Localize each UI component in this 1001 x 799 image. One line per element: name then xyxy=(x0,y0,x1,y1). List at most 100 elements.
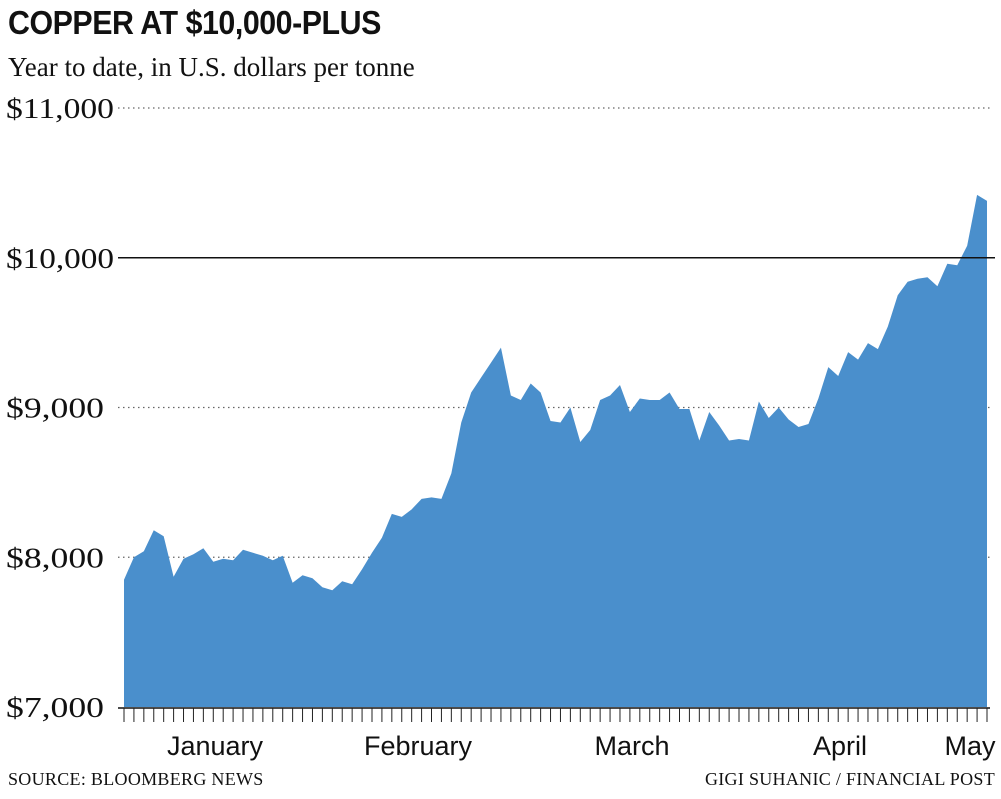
data-point xyxy=(361,568,363,570)
data-point xyxy=(609,394,611,396)
data-point xyxy=(252,552,254,554)
data-point xyxy=(698,439,700,441)
data-point xyxy=(460,421,462,423)
data-point xyxy=(777,406,779,408)
data-point xyxy=(758,400,760,402)
data-point xyxy=(222,558,224,560)
data-point xyxy=(133,556,135,558)
data-point xyxy=(123,579,125,581)
data-point xyxy=(718,424,720,426)
data-point xyxy=(530,382,532,384)
data-point xyxy=(847,351,849,353)
data-point xyxy=(807,423,809,425)
data-point xyxy=(946,263,948,265)
x-tick-label: May xyxy=(944,731,996,761)
data-point xyxy=(817,397,819,399)
data-point xyxy=(599,399,601,401)
data-point xyxy=(569,406,571,408)
data-point xyxy=(153,529,155,531)
data-point xyxy=(490,361,492,363)
data-point xyxy=(291,582,293,584)
data-point xyxy=(797,426,799,428)
data-point xyxy=(510,394,512,396)
data-point xyxy=(480,376,482,378)
data-point xyxy=(877,348,879,350)
data-point xyxy=(768,417,770,419)
data-point xyxy=(212,561,214,563)
data-point xyxy=(242,549,244,551)
data-point xyxy=(976,194,978,196)
data-point xyxy=(688,408,690,410)
data-point xyxy=(371,552,373,554)
data-point xyxy=(857,358,859,360)
data-point xyxy=(579,441,581,443)
data-point xyxy=(321,586,323,588)
data-point xyxy=(837,375,839,377)
data-point xyxy=(668,391,670,393)
chart-subtitle: Year to date, in U.S. dollars per tonne xyxy=(8,52,415,82)
data-point xyxy=(391,513,393,515)
data-point xyxy=(658,399,660,401)
data-point xyxy=(966,245,968,247)
data-point xyxy=(331,589,333,591)
data-point xyxy=(787,418,789,420)
data-point xyxy=(827,366,829,368)
data-point xyxy=(549,420,551,422)
data-point xyxy=(956,264,958,266)
data-point xyxy=(639,397,641,399)
data-point xyxy=(559,421,561,423)
data-point xyxy=(381,537,383,539)
data-point xyxy=(232,559,234,561)
data-point xyxy=(440,498,442,500)
data-point xyxy=(887,325,889,327)
data-point xyxy=(182,558,184,560)
x-tick-label: January xyxy=(167,731,264,761)
data-point xyxy=(430,496,432,498)
data-point xyxy=(162,535,164,537)
x-tick-label: March xyxy=(594,731,669,761)
copper-price-area xyxy=(124,194,987,708)
data-point xyxy=(262,555,264,557)
data-point xyxy=(470,391,472,393)
data-point xyxy=(926,276,928,278)
chart-title: COPPER AT $10,000-PLUS xyxy=(8,4,381,41)
data-point xyxy=(916,278,918,280)
data-point xyxy=(728,439,730,441)
x-tick-label: April xyxy=(813,731,867,761)
data-point xyxy=(301,574,303,576)
y-tick-label: $10,000 xyxy=(6,243,114,275)
data-point xyxy=(748,439,750,441)
data-point xyxy=(172,576,174,578)
data-point xyxy=(143,550,145,552)
data-point xyxy=(539,391,541,393)
data-point xyxy=(906,281,908,283)
data-point xyxy=(619,384,621,386)
data-point xyxy=(341,580,343,582)
data-point xyxy=(708,411,710,413)
data-point xyxy=(629,411,631,413)
data-point xyxy=(311,577,313,579)
x-tick-label: February xyxy=(364,731,473,761)
data-point xyxy=(649,399,651,401)
data-point xyxy=(589,429,591,431)
data-point xyxy=(738,438,740,440)
data-point xyxy=(401,516,403,518)
data-point xyxy=(897,294,899,296)
source-note: SOURCE: BLOOMBERG NEWS xyxy=(8,769,264,789)
data-point xyxy=(678,408,680,410)
credit-note: GIGI SUHANIC / FINANCIAL POST xyxy=(704,769,995,789)
data-point xyxy=(986,200,988,202)
data-point xyxy=(410,508,412,510)
data-point xyxy=(272,559,274,561)
data-point xyxy=(420,498,422,500)
y-tick-label: $11,000 xyxy=(6,93,114,125)
data-point xyxy=(520,399,522,401)
data-point xyxy=(351,583,353,585)
data-point xyxy=(450,472,452,474)
data-point xyxy=(867,342,869,344)
data-point xyxy=(282,555,284,557)
y-tick-label: $8,000 xyxy=(6,542,104,574)
data-point xyxy=(936,285,938,287)
y-tick-label: $9,000 xyxy=(6,393,104,425)
